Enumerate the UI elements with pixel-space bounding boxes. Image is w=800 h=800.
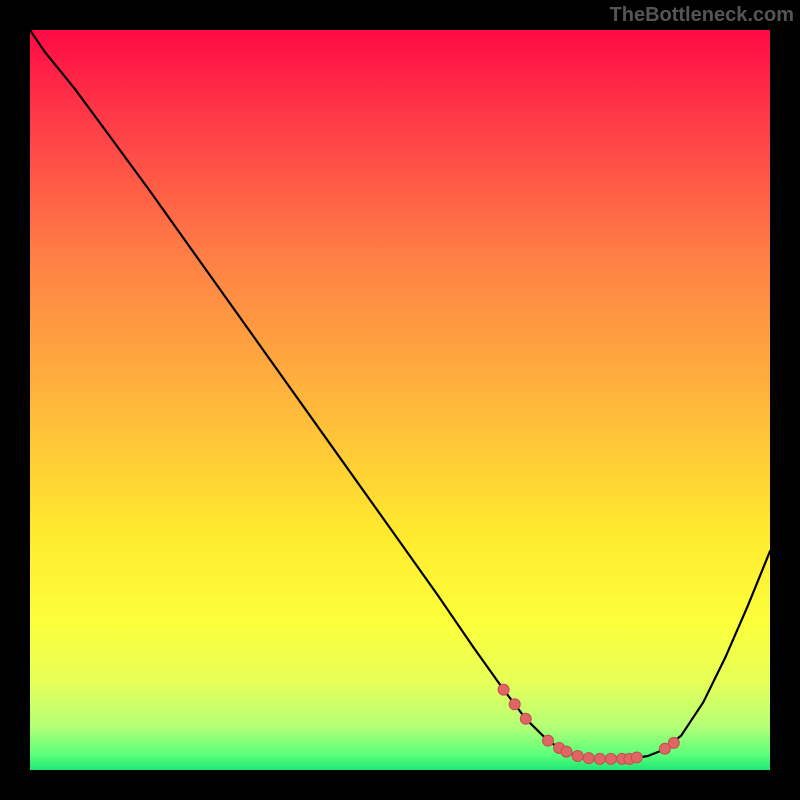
bottleneck-chart (30, 30, 770, 770)
chart-svg (30, 30, 770, 770)
curve-marker (543, 735, 554, 746)
watermark-text: TheBottleneck.com (610, 4, 794, 27)
curve-marker (605, 753, 616, 764)
curve-marker (509, 699, 520, 710)
chart-background (30, 30, 770, 770)
curve-marker (498, 684, 509, 695)
curve-marker (572, 750, 583, 761)
curve-marker (583, 753, 594, 764)
curve-marker (594, 753, 605, 764)
curve-marker (668, 737, 679, 748)
curve-marker (520, 713, 531, 724)
curve-marker (561, 746, 572, 757)
curve-marker (631, 752, 642, 763)
